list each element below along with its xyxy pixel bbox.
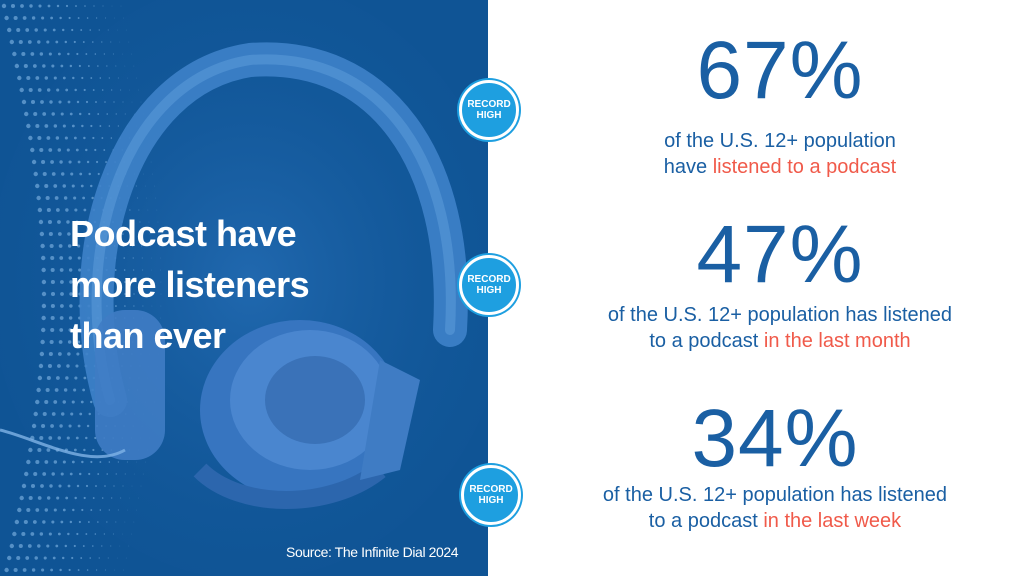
record-high-badge: RECORD HIGH [459, 80, 519, 140]
stat-line-2: to a podcast in the last week [550, 508, 1000, 534]
stat-line-1: of the U.S. 12+ population has listened [602, 484, 948, 506]
stat-value: 47% [696, 209, 864, 300]
badge-line-2: HIGH [478, 495, 504, 506]
stat-value: 67% [696, 25, 864, 116]
stat-highlight: in the last week [763, 510, 902, 532]
record-high-badge: RECORD HIGH [461, 465, 521, 525]
stat-line-1: of the U.S. 12+ population [664, 130, 896, 152]
badge-line-1: RECORD [469, 484, 513, 495]
source-credit: Source: The Infinite Dial 2024 [286, 544, 459, 560]
stat-block-67: 67% of the U.S. 12+ population have list… [560, 30, 1000, 180]
stat-block-34: 34% of the U.S. 12+ population has liste… [550, 398, 1000, 534]
hero-panel: Podcast have more listeners than ever So… [0, 0, 488, 576]
headline: Podcast have more listeners than ever [70, 208, 400, 361]
stat-description: of the U.S. 12+ population has listened … [560, 302, 1000, 354]
record-high-badge: RECORD HIGH [459, 255, 519, 315]
headphones-image [0, 0, 488, 576]
stat-block-47: 47% of the U.S. 12+ population has liste… [560, 214, 1000, 354]
stat-line-2: have listened to a podcast [560, 154, 1000, 180]
stat-highlight: listened to a podcast [712, 156, 897, 178]
stat-line-2-prefix: have [663, 156, 713, 178]
headline-line-2: more listeners [70, 264, 310, 305]
stat-description: of the U.S. 12+ population have listened… [560, 128, 1000, 180]
stat-description: of the U.S. 12+ population has listened … [550, 482, 1000, 534]
badge-line-1: RECORD [467, 99, 511, 110]
badge-line-2: HIGH [476, 110, 502, 121]
stat-line-2-prefix: to a podcast [648, 510, 764, 532]
badge-line-1: RECORD [467, 274, 511, 285]
headline-line-3: than ever [70, 315, 226, 356]
stat-line-2: to a podcast in the last month [560, 328, 1000, 354]
stat-line-2-prefix: to a podcast [649, 330, 764, 352]
badge-line-2: HIGH [476, 285, 502, 296]
stat-value: 34% [691, 393, 859, 484]
stat-line-1: of the U.S. 12+ population has listened [607, 304, 953, 326]
stat-highlight: in the last month [763, 330, 911, 352]
headline-line-1: Podcast have [70, 213, 297, 254]
